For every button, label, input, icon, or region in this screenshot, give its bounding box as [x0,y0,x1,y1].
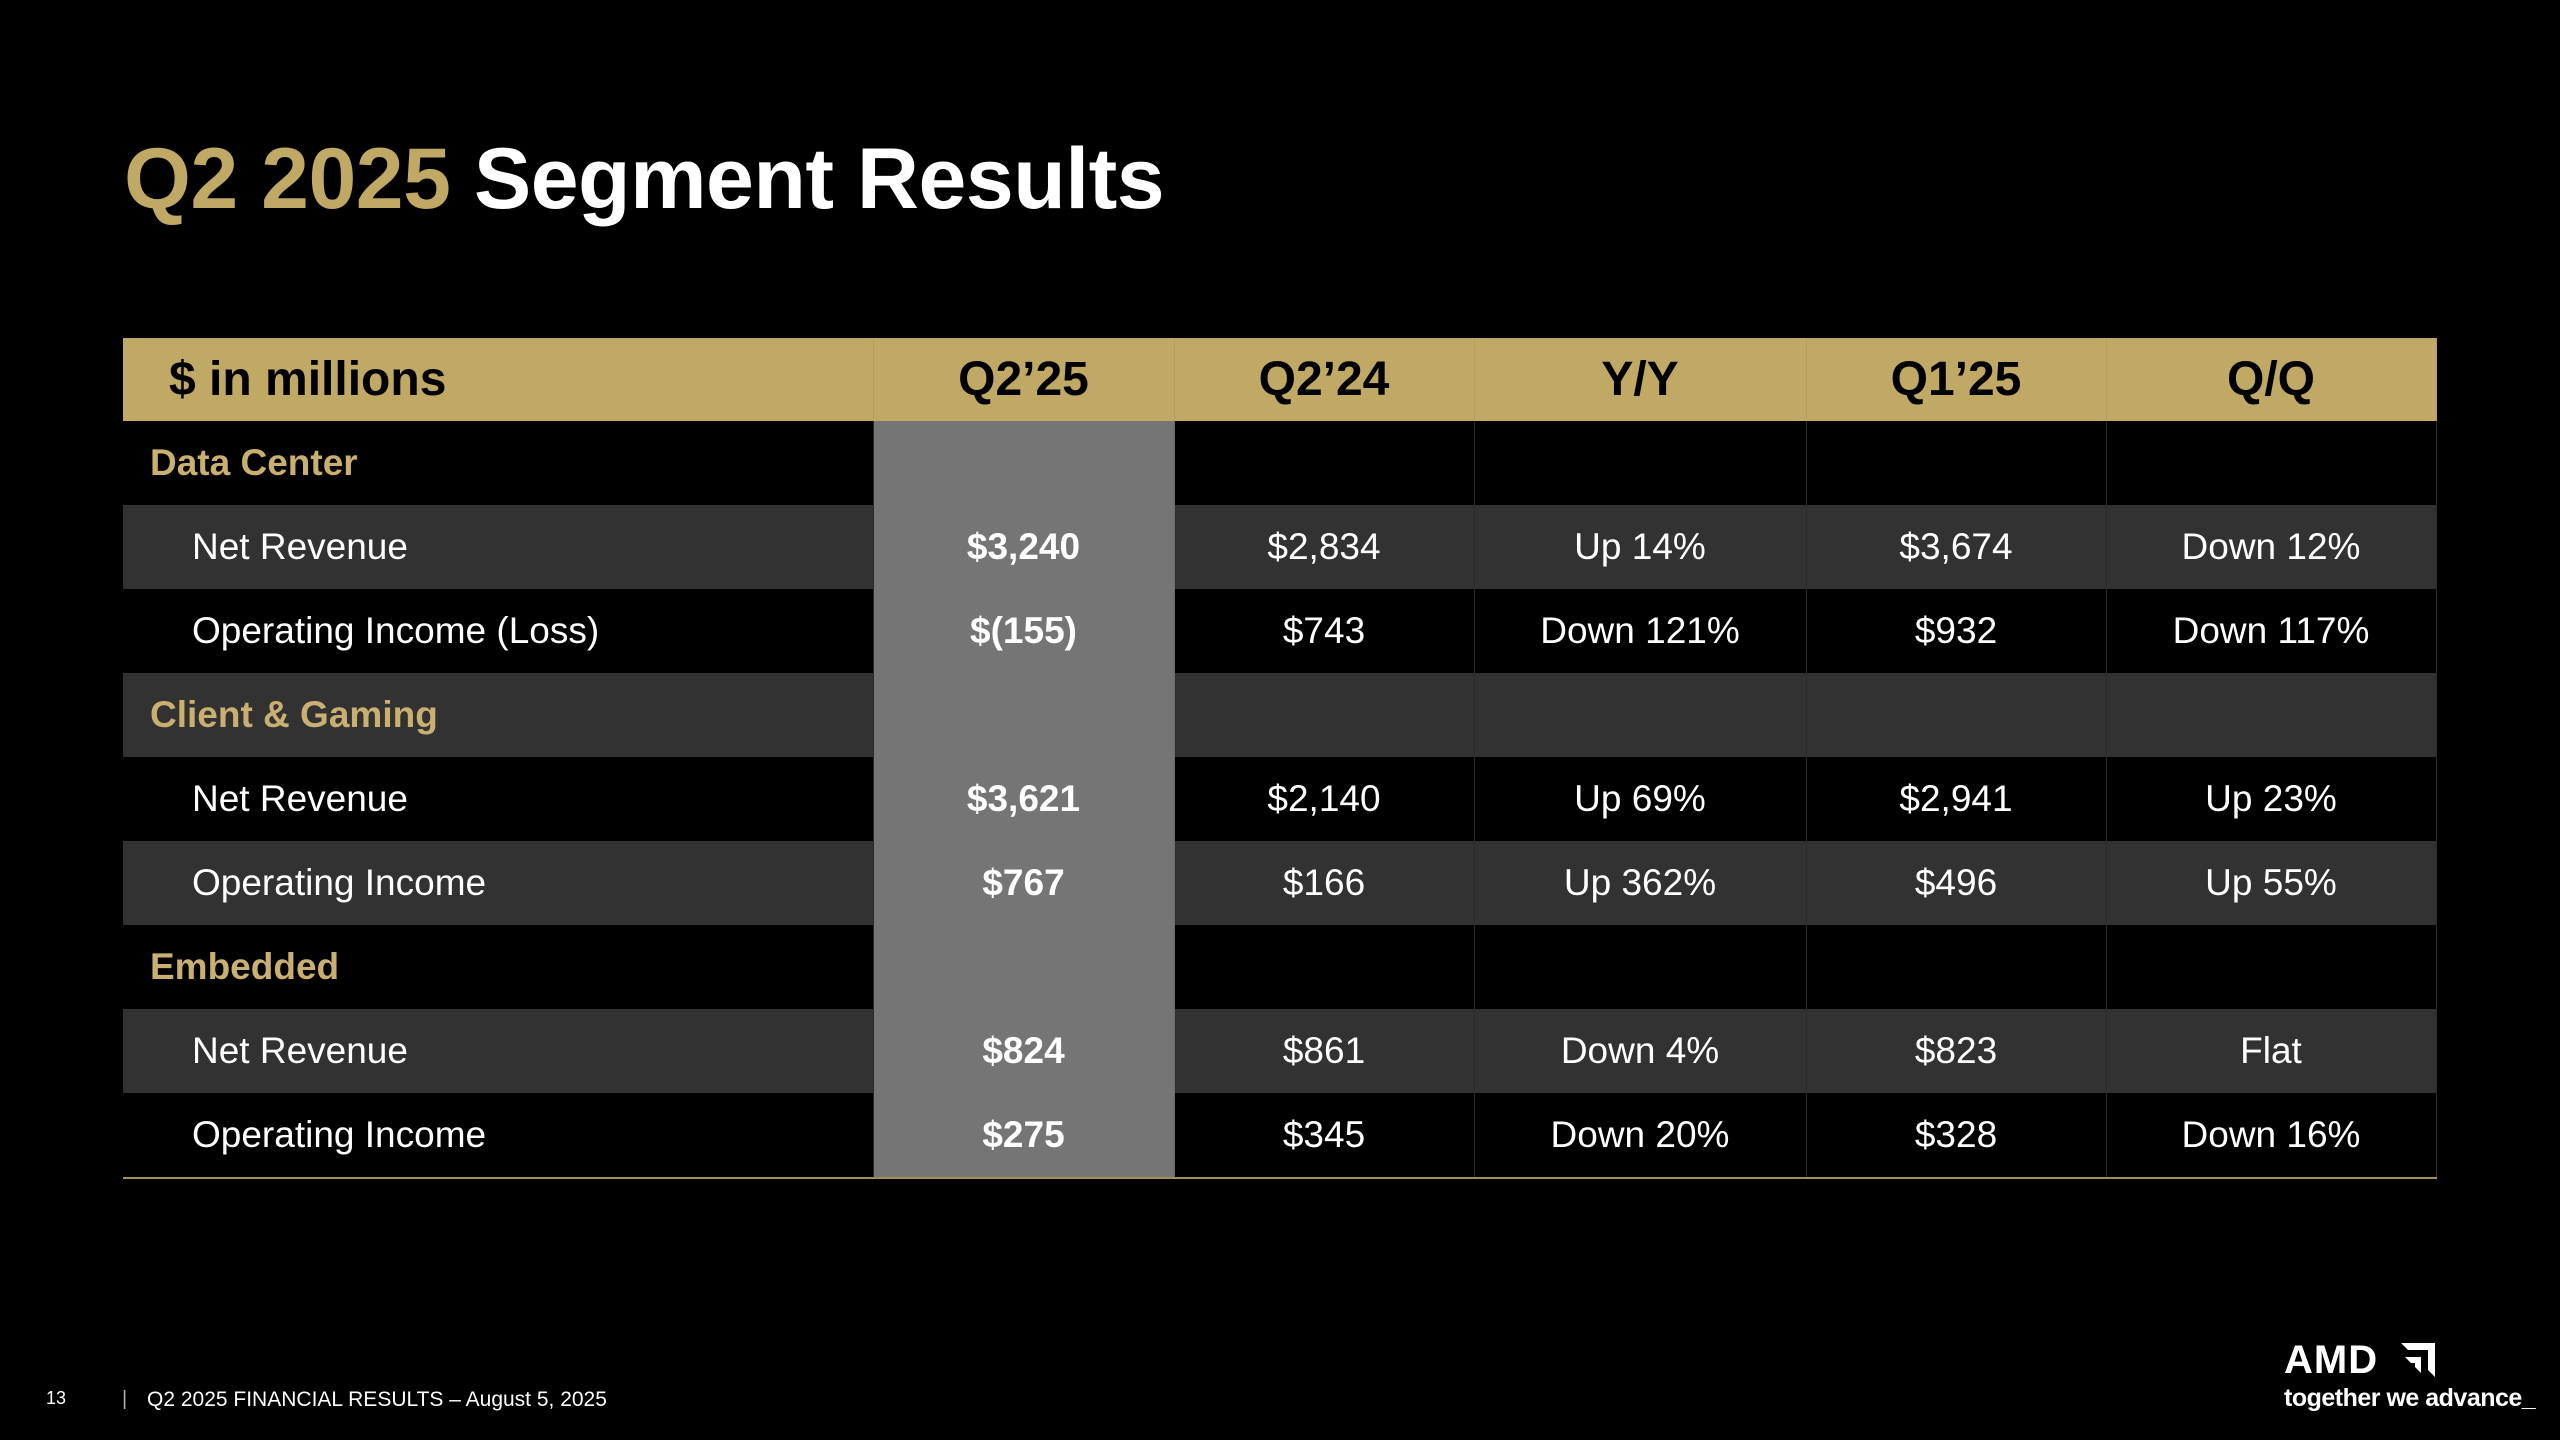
table-cell [2106,925,2437,1009]
value-yy: Up 362% [1474,841,1807,925]
footer-text: Q2 2025 FINANCIAL RESULTS – August 5, 20… [147,1388,607,1411]
value-q2-25: $3,621 [873,757,1175,841]
value-yy: Down 4% [1474,1009,1807,1093]
value-q1-25: $2,941 [1806,757,2107,841]
metric-label: Operating Income (Loss) [123,589,874,673]
slide-title-period: Q2 2025 [124,131,451,227]
page-number: 13 [46,1388,67,1408]
table-row: Net Revenue $3,240 $2,834 Up 14% $3,674 … [123,505,2437,589]
header-yy: Y/Y [1474,338,1807,421]
table-cell [1806,673,2107,757]
metric-label: Operating Income [123,841,874,925]
value-q2-25: $767 [873,841,1175,925]
value-q2-24: $861 [1174,1009,1475,1093]
value-qq: Down 16% [2106,1093,2437,1178]
slide-title: Q2 2025 Segment Results [124,124,1165,234]
table-row: Operating Income $767 $166 Up 362% $496 … [123,841,2437,925]
value-q2-24: $2,140 [1174,757,1475,841]
metric-label: Net Revenue [123,505,874,589]
value-q1-25: $932 [1806,589,2107,673]
header-q2-25: Q2’25 [873,338,1175,421]
section-label: Embedded [123,925,874,1009]
table-cell [1474,421,1807,505]
value-qq: Up 55% [2106,841,2437,925]
table-cell [873,925,1175,1009]
value-q2-24: $2,834 [1174,505,1475,589]
table-cell [1806,925,2107,1009]
value-q1-25: $496 [1806,841,2107,925]
table-header-row: $ in millions Q2’25 Q2’24 Y/Y Q1’25 Q/Q [123,338,2437,421]
section-row-embedded: Embedded [123,925,2437,1009]
table-row: Net Revenue $3,621 $2,140 Up 69% $2,941 … [123,757,2437,841]
table-cell [1174,925,1475,1009]
value-yy: Down 121% [1474,589,1807,673]
table-cell [2106,421,2437,505]
value-qq: Down 117% [2106,589,2437,673]
logo-wordmark: AMD [2284,1338,2379,1382]
table-cell [1806,421,2107,505]
table-cell [2106,673,2437,757]
value-q2-25: $(155) [873,589,1175,673]
table-row: Operating Income (Loss) $(155) $743 Down… [123,589,2437,673]
table-row: Net Revenue $824 $861 Down 4% $823 Flat [123,1009,2437,1093]
header-q2-24: Q2’24 [1174,338,1475,421]
value-q2-25: $275 [873,1093,1175,1178]
slide-title-text: Segment Results [473,131,1165,227]
value-yy: Down 20% [1474,1093,1807,1178]
footer-separator: | [122,1388,128,1410]
table-cell [1174,421,1475,505]
logo-tagline: together we advance_ [2284,1384,2536,1412]
value-qq: Up 23% [2106,757,2437,841]
section-row-data-center: Data Center [123,421,2437,505]
value-qq: Down 12% [2106,505,2437,589]
table-row: Operating Income $275 $345 Down 20% $328… [123,1093,2437,1178]
header-q1-25: Q1’25 [1806,338,2107,421]
value-q2-25: $3,240 [873,505,1175,589]
metric-label: Net Revenue [123,1009,874,1093]
value-qq: Flat [2106,1009,2437,1093]
value-q1-25: $328 [1806,1093,2107,1178]
section-label: Client & Gaming [123,673,874,757]
metric-label: Net Revenue [123,757,874,841]
segment-results-table: $ in millions Q2’25 Q2’24 Y/Y Q1’25 Q/Q … [123,338,2437,1179]
table-cell [873,421,1175,505]
table-cell [1174,673,1475,757]
header-units: $ in millions [123,338,874,421]
value-q2-24: $345 [1174,1093,1475,1178]
table-cell [1474,925,1807,1009]
value-q2-25: $824 [873,1009,1175,1093]
value-yy: Up 69% [1474,757,1807,841]
value-q1-25: $823 [1806,1009,2107,1093]
value-q1-25: $3,674 [1806,505,2107,589]
value-q2-24: $166 [1174,841,1475,925]
header-qq: Q/Q [2106,338,2437,421]
section-row-client-gaming: Client & Gaming [123,673,2437,757]
table-cell [873,673,1175,757]
value-yy: Up 14% [1474,505,1807,589]
amd-arrow-icon [2401,1343,2435,1377]
metric-label: Operating Income [123,1093,874,1178]
section-label: Data Center [123,421,874,505]
table-cell [1474,673,1807,757]
value-q2-24: $743 [1174,589,1475,673]
amd-logo: AMD together we advance_ [2284,1338,2536,1416]
